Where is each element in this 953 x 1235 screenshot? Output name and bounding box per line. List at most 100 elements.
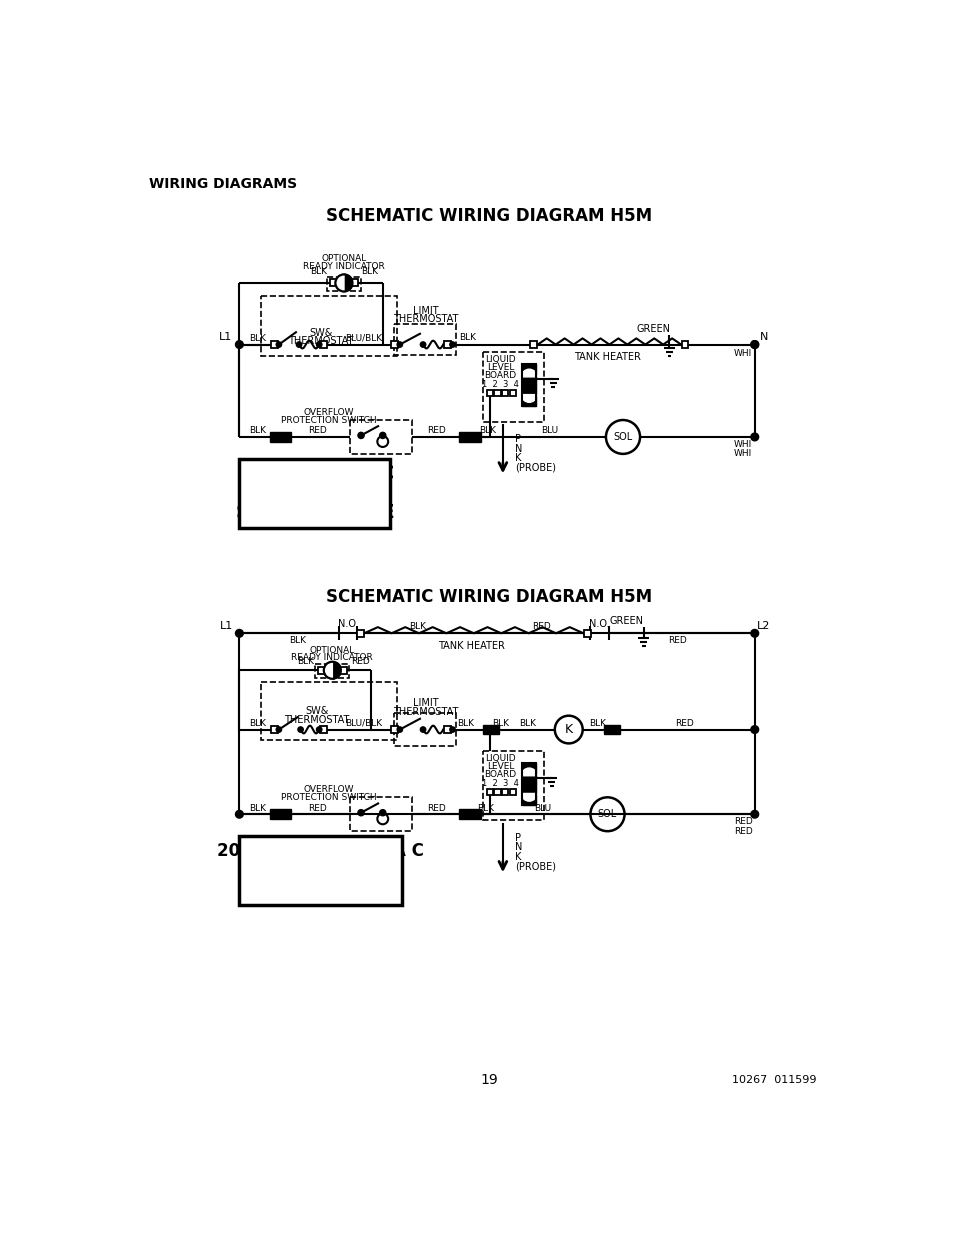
- Bar: [494, 789, 500, 795]
- Bar: [486, 789, 493, 795]
- Bar: [530, 341, 537, 348]
- Text: THERMOSTAT: THERMOSTAT: [288, 336, 353, 347]
- Bar: [271, 726, 277, 734]
- Circle shape: [235, 630, 243, 637]
- Text: THERMOSTAT: THERMOSTAT: [284, 715, 349, 725]
- Bar: [444, 726, 451, 734]
- Bar: [270, 809, 291, 819]
- Text: (PROBE): (PROBE): [515, 463, 556, 473]
- Text: BLU: BLU: [541, 426, 558, 435]
- Text: PROTECTION SWITCH: PROTECTION SWITCH: [280, 415, 375, 425]
- Text: BLU: BLU: [534, 804, 551, 813]
- Bar: [486, 390, 493, 396]
- Text: OVERFLOW: OVERFLOW: [303, 408, 354, 416]
- Text: N.O.: N.O.: [589, 619, 609, 629]
- Text: BLK: BLK: [249, 804, 266, 813]
- Text: BLK: BLK: [249, 719, 266, 727]
- Text: RED: RED: [427, 426, 446, 435]
- Circle shape: [750, 726, 758, 734]
- Circle shape: [379, 810, 385, 816]
- Text: OPTIONAL: OPTIONAL: [321, 254, 366, 263]
- Circle shape: [750, 341, 758, 348]
- Bar: [501, 390, 508, 396]
- Bar: [270, 432, 291, 442]
- Text: BLK: BLK: [409, 622, 426, 631]
- Text: BOARD: BOARD: [484, 769, 517, 779]
- Bar: [604, 725, 619, 734]
- Text: BLK: BLK: [249, 426, 266, 435]
- Text: 1  2  3  4: 1 2 3 4: [481, 779, 518, 788]
- Text: BLK: BLK: [296, 657, 314, 666]
- Circle shape: [420, 342, 425, 347]
- Bar: [483, 751, 543, 820]
- Text: GREEN: GREEN: [609, 616, 643, 626]
- Bar: [394, 324, 456, 354]
- Text: BLK: BLK: [492, 719, 509, 727]
- Circle shape: [379, 432, 385, 438]
- Bar: [501, 789, 508, 795]
- Text: N: N: [515, 842, 522, 852]
- Text: 2 WIRE: 2 WIRE: [285, 862, 356, 879]
- Wedge shape: [335, 274, 344, 291]
- Text: RED: RED: [427, 804, 446, 813]
- Bar: [317, 667, 325, 674]
- Text: WHI: WHI: [733, 350, 752, 358]
- Bar: [521, 364, 536, 406]
- Bar: [394, 713, 456, 746]
- Text: 120 VOLTS A C: 120 VOLTS A C: [235, 464, 394, 483]
- Circle shape: [323, 662, 340, 679]
- Bar: [583, 630, 590, 637]
- Bar: [271, 341, 277, 348]
- Text: RED: RED: [733, 818, 752, 826]
- Bar: [521, 763, 536, 805]
- Text: SINGLE PHASE: SINGLE PHASE: [247, 881, 394, 899]
- Text: GREEN: GREEN: [637, 324, 670, 335]
- Text: BLK: BLK: [518, 719, 536, 727]
- Bar: [320, 341, 327, 348]
- Text: RED: RED: [351, 657, 370, 666]
- Text: 208 or  240 VOLTS A C: 208 or 240 VOLTS A C: [217, 842, 424, 861]
- Text: BLK: BLK: [478, 426, 496, 435]
- Text: TANK HEATER: TANK HEATER: [438, 641, 505, 651]
- Wedge shape: [323, 662, 332, 679]
- Text: PROTECTION SWITCH: PROTECTION SWITCH: [280, 793, 375, 802]
- Circle shape: [316, 342, 321, 347]
- Circle shape: [335, 274, 353, 291]
- Circle shape: [316, 727, 321, 732]
- Bar: [350, 420, 412, 454]
- Text: 2 WIRE: 2 WIRE: [276, 484, 354, 503]
- Circle shape: [449, 342, 455, 347]
- Text: WHI: WHI: [733, 440, 752, 450]
- Text: READY INDICATOR: READY INDICATOR: [303, 262, 384, 270]
- Text: LEVEL: LEVEL: [486, 762, 514, 771]
- Bar: [330, 279, 336, 287]
- Text: 19: 19: [479, 1073, 497, 1087]
- Bar: [459, 809, 480, 819]
- Wedge shape: [521, 369, 537, 377]
- Text: L2: L2: [757, 621, 770, 631]
- Text: LIMIT: LIMIT: [412, 306, 437, 316]
- Text: WIRING DIAGRAMS: WIRING DIAGRAMS: [149, 178, 296, 191]
- Bar: [459, 432, 480, 442]
- Circle shape: [296, 342, 301, 347]
- Text: BLK: BLK: [588, 719, 605, 727]
- Wedge shape: [521, 395, 537, 403]
- Text: BLK: BLK: [459, 333, 476, 342]
- Text: SOL: SOL: [613, 432, 632, 442]
- Text: LIMIT: LIMIT: [412, 698, 437, 709]
- Text: K: K: [564, 722, 572, 736]
- Text: (PROBE): (PROBE): [515, 862, 556, 872]
- Text: BOARD: BOARD: [484, 370, 517, 380]
- Circle shape: [276, 727, 281, 732]
- Bar: [351, 279, 358, 287]
- Text: 10267  011599: 10267 011599: [732, 1074, 816, 1084]
- Text: RED: RED: [675, 719, 694, 727]
- Text: N: N: [515, 443, 522, 453]
- Text: BLK: BLK: [360, 267, 377, 275]
- Text: BLU/BLK: BLU/BLK: [344, 718, 381, 727]
- Bar: [509, 789, 516, 795]
- Circle shape: [235, 810, 243, 818]
- Circle shape: [276, 342, 281, 347]
- Circle shape: [420, 727, 425, 732]
- Circle shape: [235, 341, 243, 348]
